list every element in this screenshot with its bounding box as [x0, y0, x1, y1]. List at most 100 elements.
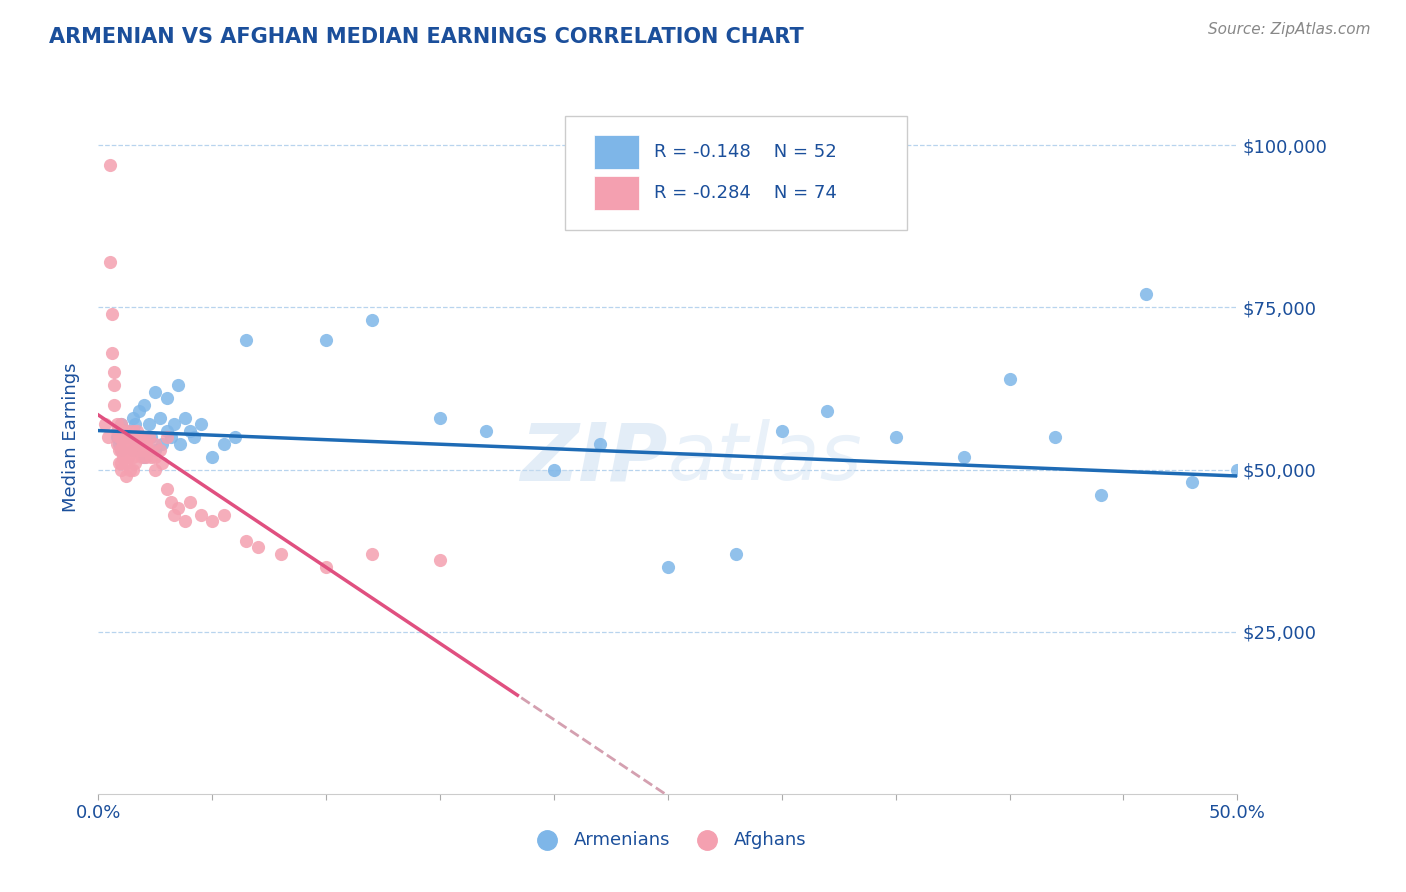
Point	[128, 404, 150, 418]
Point	[235, 333, 257, 347]
Point	[101, 307, 124, 321]
Point	[114, 469, 136, 483]
Point	[179, 424, 201, 438]
Point	[135, 436, 157, 450]
Point	[150, 436, 173, 450]
Point	[167, 378, 190, 392]
Point	[131, 436, 153, 450]
Point	[120, 430, 142, 444]
Point	[183, 430, 205, 444]
Point	[101, 345, 124, 359]
Point	[110, 443, 132, 458]
Point	[1181, 475, 1204, 490]
Point	[127, 436, 149, 450]
Point	[169, 436, 191, 450]
Point	[112, 424, 135, 438]
Point	[145, 462, 167, 476]
Point	[117, 424, 139, 438]
Point	[174, 410, 197, 425]
Point	[96, 430, 118, 444]
Point	[139, 450, 162, 464]
Point	[114, 456, 136, 470]
Point	[224, 430, 246, 444]
Point	[110, 443, 132, 458]
Point	[103, 378, 125, 392]
Point	[138, 443, 160, 458]
FancyBboxPatch shape	[565, 116, 907, 230]
Point	[124, 417, 146, 431]
Point	[360, 547, 382, 561]
Point	[128, 430, 150, 444]
Point	[110, 462, 132, 476]
Point	[138, 430, 160, 444]
Y-axis label: Median Earnings: Median Earnings	[62, 362, 80, 512]
Point	[117, 436, 139, 450]
Point	[98, 255, 121, 269]
Point	[108, 436, 131, 450]
Point	[105, 424, 128, 438]
Point	[121, 410, 143, 425]
Point	[179, 495, 201, 509]
Point	[162, 417, 184, 431]
Point	[543, 462, 565, 476]
Point	[131, 450, 153, 464]
Point	[121, 443, 143, 458]
Point	[815, 404, 838, 418]
Point	[108, 443, 131, 458]
Point	[132, 398, 155, 412]
Point	[127, 424, 149, 438]
Point	[124, 443, 146, 458]
Bar	[593, 136, 640, 169]
Point	[108, 456, 131, 470]
Point	[121, 462, 143, 476]
Point	[156, 430, 179, 444]
Point	[1090, 488, 1112, 502]
Point	[138, 417, 160, 431]
Point	[145, 384, 167, 399]
Point	[998, 372, 1021, 386]
Point	[156, 424, 179, 438]
Point	[128, 443, 150, 458]
Point	[429, 553, 451, 567]
Point	[190, 417, 212, 431]
Point	[156, 391, 179, 405]
Point	[884, 430, 907, 444]
Point	[124, 430, 146, 444]
Point	[190, 508, 212, 522]
Point	[315, 559, 337, 574]
Point	[953, 450, 976, 464]
Point	[124, 456, 146, 470]
Text: ARMENIAN VS AFGHAN MEDIAN EARNINGS CORRELATION CHART: ARMENIAN VS AFGHAN MEDIAN EARNINGS CORRE…	[49, 27, 804, 46]
Point	[94, 417, 117, 431]
Point	[114, 424, 136, 438]
Point	[150, 456, 173, 470]
Point	[145, 450, 167, 464]
Point	[105, 430, 128, 444]
Point	[110, 417, 132, 431]
Point	[429, 410, 451, 425]
Point	[117, 450, 139, 464]
Point	[105, 436, 128, 450]
Point	[160, 430, 183, 444]
Point	[270, 547, 292, 561]
Text: R = -0.148    N = 52: R = -0.148 N = 52	[654, 144, 837, 161]
Point	[588, 436, 610, 450]
Point	[132, 443, 155, 458]
Point	[120, 462, 142, 476]
Point	[132, 450, 155, 464]
Point	[149, 443, 172, 458]
Bar	[593, 176, 640, 211]
Point	[201, 515, 224, 529]
Point	[657, 559, 679, 574]
Point	[114, 443, 136, 458]
Point	[117, 430, 139, 444]
Point	[121, 436, 143, 450]
Point	[98, 158, 121, 172]
Point	[145, 436, 167, 450]
Point	[145, 443, 167, 458]
Point	[160, 495, 183, 509]
Point	[174, 515, 197, 529]
Point	[103, 365, 125, 379]
Point	[212, 436, 235, 450]
Point	[235, 533, 257, 548]
